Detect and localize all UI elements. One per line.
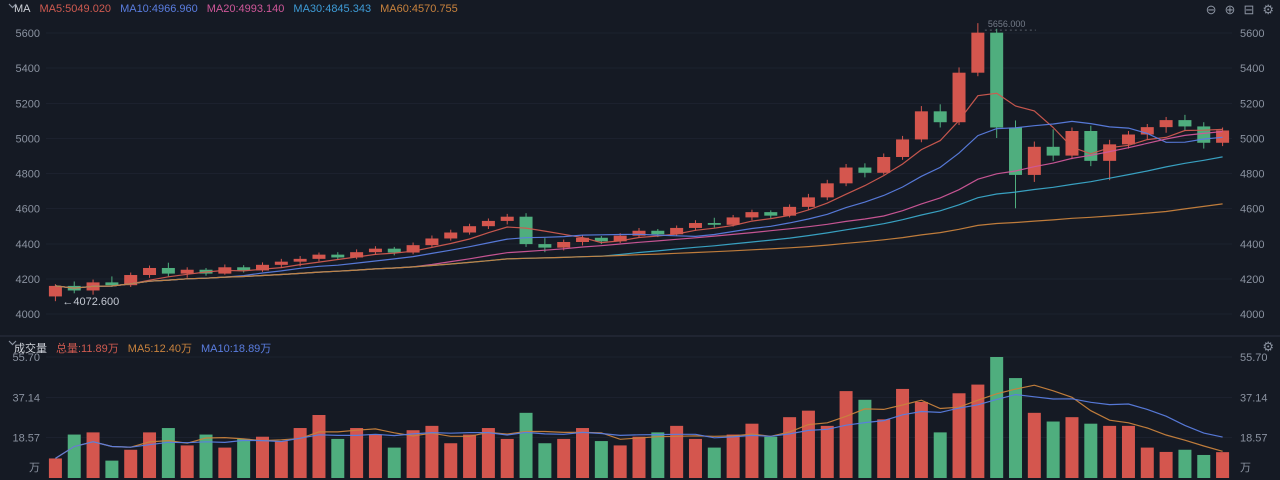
svg-text:4600: 4600 bbox=[16, 204, 40, 216]
indicator-value-label: MA5:12.40万 bbox=[127, 343, 192, 355]
svg-text:55.70: 55.70 bbox=[1240, 352, 1268, 364]
indicator-value-label: MA20:4993.140 bbox=[206, 3, 285, 15]
svg-text:4000: 4000 bbox=[16, 309, 40, 321]
indicator-value-label: MA10:4966.960 bbox=[120, 3, 198, 15]
svg-text:5000: 5000 bbox=[1240, 133, 1264, 145]
svg-text:5400: 5400 bbox=[1240, 63, 1264, 75]
indicator-value-label: MA10:18.89万 bbox=[200, 343, 272, 355]
svg-text:4400: 4400 bbox=[1240, 239, 1264, 251]
svg-text:4400: 4400 bbox=[16, 239, 40, 251]
svg-text:万: 万 bbox=[1240, 462, 1251, 474]
settings-icon[interactable]: ⚙ bbox=[1262, 339, 1274, 354]
svg-text:5600: 5600 bbox=[16, 28, 40, 40]
main-chart-header: MA MA5:5049.020 MA10:4966.960 MA20:4993.14… bbox=[8, 3, 458, 15]
volume-chart-header: 成交量 总量:11.89万 MA5:12.40万 MA10:18.89万 bbox=[8, 340, 271, 356]
svg-text:5000: 5000 bbox=[16, 133, 40, 145]
svg-text:5200: 5200 bbox=[1240, 98, 1264, 110]
svg-text:←4072.600: ←4072.600 bbox=[62, 296, 119, 308]
svg-text:37.14: 37.14 bbox=[1240, 392, 1268, 404]
indicator-value-label: MA60:4570.755 bbox=[380, 3, 458, 15]
volume-title[interactable]: 成交量 bbox=[14, 343, 47, 355]
svg-text:4200: 4200 bbox=[16, 274, 40, 286]
svg-text:5400: 5400 bbox=[16, 63, 40, 75]
svg-text:4200: 4200 bbox=[1240, 274, 1264, 286]
svg-text:4800: 4800 bbox=[1240, 169, 1264, 181]
svg-text:4600: 4600 bbox=[1240, 204, 1264, 216]
svg-text:18.57: 18.57 bbox=[12, 433, 40, 445]
indicator-value-label: 总量:11.89万 bbox=[56, 343, 119, 355]
volume-values: 总量:11.89万 MA5:12.40万 MA10:18.89万 bbox=[56, 340, 271, 356]
svg-text:18.57: 18.57 bbox=[1240, 433, 1268, 445]
settings-icon[interactable]: ⚙ bbox=[1262, 2, 1274, 17]
svg-text:5600: 5600 bbox=[1240, 28, 1264, 40]
indicator-value-label: MA30:4845.343 bbox=[293, 3, 372, 15]
indicator-label[interactable]: MA bbox=[14, 3, 31, 15]
volume-toolbar: ⚙ bbox=[1262, 340, 1274, 353]
zoom-in-icon[interactable]: ⊕ bbox=[1224, 2, 1236, 17]
main-toolbar: ⊖ ⊕ ⊟ ⚙ bbox=[1206, 3, 1274, 16]
svg-text:5200: 5200 bbox=[16, 98, 40, 110]
svg-text:万: 万 bbox=[29, 462, 40, 474]
collapse-icon[interactable]: ⊟ bbox=[1243, 2, 1255, 17]
svg-text:55.70: 55.70 bbox=[12, 352, 40, 364]
ma-values: MA5:5049.020 MA10:4966.960 MA20:4993.140 MA… bbox=[40, 3, 458, 15]
zoom-out-icon[interactable]: ⊖ bbox=[1205, 2, 1217, 17]
svg-text:5656.000: 5656.000 bbox=[988, 19, 1026, 29]
indicator-value-label: MA5:5049.020 bbox=[39, 3, 112, 15]
svg-text:37.14: 37.14 bbox=[12, 392, 40, 404]
svg-text:4800: 4800 bbox=[16, 169, 40, 181]
svg-text:4000: 4000 bbox=[1240, 309, 1264, 321]
